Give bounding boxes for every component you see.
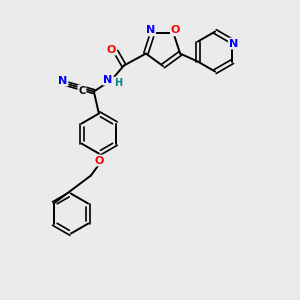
Text: N: N [146,26,155,35]
Text: N: N [103,75,112,85]
Text: H: H [114,78,122,88]
Text: N: N [229,39,238,49]
Text: O: O [106,45,116,55]
Text: O: O [94,156,104,166]
Text: N: N [58,76,68,85]
Text: O: O [171,26,180,35]
Text: C: C [78,85,85,96]
